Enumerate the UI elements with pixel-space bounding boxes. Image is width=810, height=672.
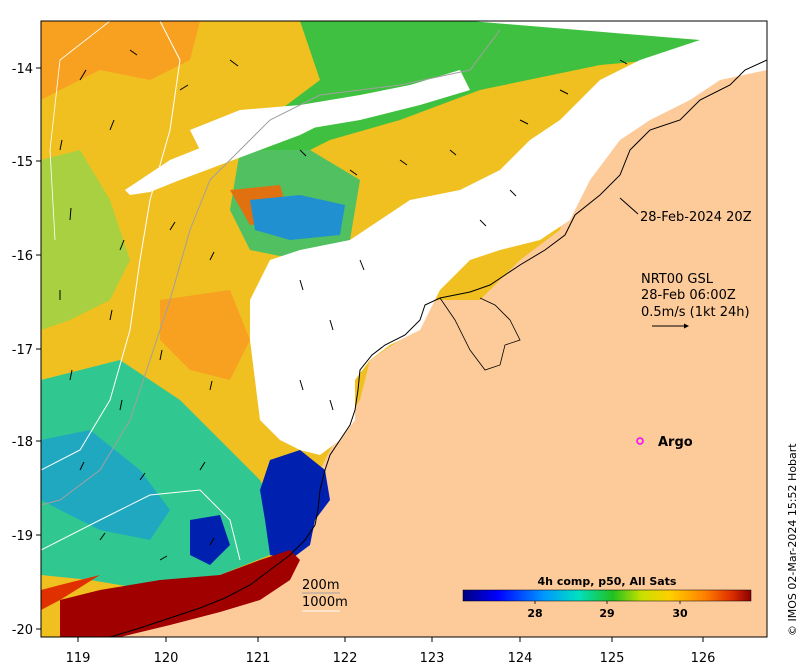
colorbar-tick-label: 28 <box>527 607 542 620</box>
sst-green-patch-north <box>41 150 130 330</box>
isobath-200m-line <box>41 29 501 506</box>
y-tick-label: -18 <box>12 435 33 450</box>
sst-blue-patch-sw <box>190 515 230 565</box>
sst-orange-patch-2 <box>160 290 250 380</box>
x-tick-label: 119 <box>66 651 91 666</box>
sst-green-band-north <box>260 21 767 160</box>
y-tick-label: -14 <box>12 62 33 77</box>
sst-cyan-patch <box>41 430 170 540</box>
x-tick-label: 125 <box>600 651 625 666</box>
current-vector-field <box>59 49 628 561</box>
colorbar <box>462 589 752 602</box>
isobath-200m-label: 200m <box>302 578 339 593</box>
colorbar-title: 4h comp, p50, All Sats <box>538 575 677 588</box>
sst-darkred-patch <box>60 550 300 637</box>
coastline <box>109 59 767 637</box>
x-tick-label: 126 <box>691 651 716 666</box>
x-tick-label: 122 <box>333 651 358 666</box>
y-tick-label: -19 <box>12 529 33 544</box>
x-tick-label: 121 <box>246 651 271 666</box>
credit-text: © IMOS 02-Mar-2024 15:52 Hobart <box>786 443 799 636</box>
colorbar-ticks <box>534 601 681 604</box>
colorbar-tick-label: 30 <box>672 607 688 620</box>
satellite-pass-label: 28-Feb-2024 20Z <box>640 210 752 225</box>
current-model-label: NRT00 GSL <box>641 272 714 287</box>
x-tick-label: 123 <box>420 651 445 666</box>
y-tick-label: -20 <box>12 623 33 638</box>
isobath-1000m-line-south <box>41 489 241 561</box>
argo-label: Argo <box>658 435 693 450</box>
plot-frame <box>40 20 768 638</box>
sst-orange-patch <box>41 21 200 100</box>
sst-blue-patch-west <box>250 195 345 240</box>
coastline-inlet <box>439 297 521 371</box>
isobath-100m-north <box>49 21 111 241</box>
y-tick-label: -17 <box>12 343 33 358</box>
current-scale-label: 0.5m/s (1kt 24h) <box>641 305 750 320</box>
current-time-label: 28-Feb 06:00Z <box>641 288 736 303</box>
x-tick-label: 124 <box>508 651 533 666</box>
isobath-1000m-label: 1000m <box>302 595 348 610</box>
sst-red-fringe <box>41 575 100 610</box>
x-tick-label: 120 <box>154 651 179 666</box>
satellite-pass-pointer <box>619 197 639 215</box>
colorbar-tick-label: 29 <box>599 607 614 620</box>
cloud-mask-large <box>250 21 767 455</box>
isobath-1000m-line <box>41 21 181 471</box>
y-tick-label: -16 <box>12 249 33 264</box>
y-axis <box>36 67 41 630</box>
argo-float-marker <box>636 437 644 445</box>
x-axis <box>77 637 704 642</box>
y-tick-label: -15 <box>12 155 33 170</box>
sst-blue-patch-south <box>260 450 330 560</box>
